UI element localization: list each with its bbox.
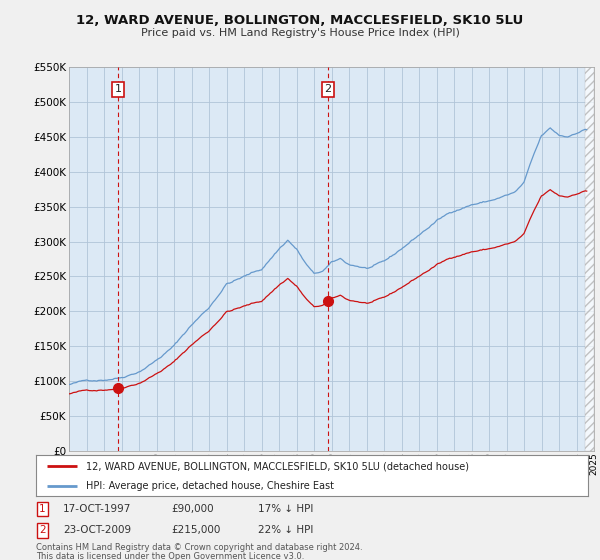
Text: £90,000: £90,000	[171, 504, 214, 514]
Text: 23-OCT-2009: 23-OCT-2009	[63, 525, 131, 535]
Text: HPI: Average price, detached house, Cheshire East: HPI: Average price, detached house, Ches…	[86, 480, 334, 491]
Text: 1: 1	[39, 504, 46, 514]
Polygon shape	[585, 67, 594, 451]
Text: 22% ↓ HPI: 22% ↓ HPI	[258, 525, 313, 535]
Text: 1: 1	[115, 85, 121, 95]
Text: 17-OCT-1997: 17-OCT-1997	[63, 504, 131, 514]
Text: 2: 2	[325, 85, 332, 95]
Text: Price paid vs. HM Land Registry's House Price Index (HPI): Price paid vs. HM Land Registry's House …	[140, 28, 460, 38]
Text: 12, WARD AVENUE, BOLLINGTON, MACCLESFIELD, SK10 5LU (detached house): 12, WARD AVENUE, BOLLINGTON, MACCLESFIEL…	[86, 461, 469, 471]
Text: This data is licensed under the Open Government Licence v3.0.: This data is licensed under the Open Gov…	[36, 552, 304, 560]
Text: Contains HM Land Registry data © Crown copyright and database right 2024.: Contains HM Land Registry data © Crown c…	[36, 543, 362, 552]
Text: £215,000: £215,000	[171, 525, 220, 535]
Text: 12, WARD AVENUE, BOLLINGTON, MACCLESFIELD, SK10 5LU: 12, WARD AVENUE, BOLLINGTON, MACCLESFIEL…	[76, 14, 524, 27]
Text: 17% ↓ HPI: 17% ↓ HPI	[258, 504, 313, 514]
Text: 2: 2	[39, 525, 46, 535]
